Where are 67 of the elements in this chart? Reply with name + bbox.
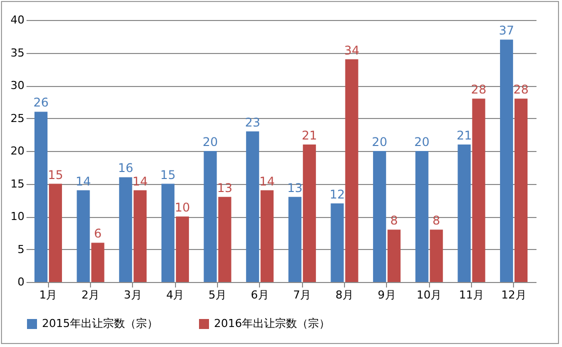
bar bbox=[76, 190, 90, 282]
bar bbox=[34, 112, 48, 282]
x-tick-label: 4月 bbox=[166, 288, 184, 302]
x-tick-label: 5月 bbox=[208, 288, 227, 302]
data-label: 13 bbox=[287, 180, 303, 195]
legend-label: 2015年出让宗数（宗） bbox=[42, 317, 158, 330]
bar bbox=[260, 190, 274, 282]
bar bbox=[500, 40, 514, 282]
data-label: 37 bbox=[498, 24, 514, 38]
bar bbox=[415, 151, 428, 282]
y-tick-label: 35 bbox=[10, 46, 24, 60]
bar bbox=[330, 203, 344, 282]
x-tick-label: 6月 bbox=[250, 288, 269, 302]
bar bbox=[514, 98, 528, 282]
x-tick-label: 12月 bbox=[501, 288, 526, 302]
data-label: 23 bbox=[244, 115, 260, 130]
y-tick-label: 30 bbox=[10, 79, 24, 92]
x-tick-label: 8月 bbox=[335, 288, 354, 302]
data-label: 15 bbox=[160, 168, 176, 182]
data-label: 6 bbox=[94, 226, 102, 241]
bar bbox=[218, 196, 232, 282]
bar bbox=[458, 144, 471, 282]
y-tick-label: 25 bbox=[10, 112, 24, 125]
y-tick-label: 5 bbox=[18, 242, 24, 256]
bar bbox=[302, 144, 316, 282]
data-label: 26 bbox=[33, 96, 49, 110]
data-label: 20 bbox=[372, 135, 388, 149]
data-label: 20 bbox=[414, 135, 430, 149]
x-tick-label: 9月 bbox=[378, 288, 396, 302]
bar bbox=[91, 242, 104, 282]
data-label: 8 bbox=[432, 214, 440, 228]
bar bbox=[430, 230, 443, 282]
data-label: 12 bbox=[330, 187, 345, 202]
x-tick-label: 3月 bbox=[124, 288, 142, 302]
bar bbox=[345, 59, 358, 282]
x-tick-label: 1月 bbox=[39, 288, 58, 302]
data-label: 21 bbox=[456, 128, 472, 142]
bar bbox=[119, 177, 132, 282]
bar bbox=[176, 216, 189, 282]
y-tick-label: 20 bbox=[10, 144, 24, 158]
y-tick-label: 0 bbox=[18, 276, 24, 288]
data-label: 28 bbox=[513, 82, 529, 97]
data-label: 13 bbox=[217, 180, 232, 195]
y-tick-label: 15 bbox=[10, 177, 24, 190]
data-label: 10 bbox=[174, 200, 190, 214]
bar bbox=[161, 184, 174, 282]
data-label: 8 bbox=[390, 214, 398, 228]
data-label: 28 bbox=[471, 82, 486, 97]
bar bbox=[373, 151, 386, 282]
bar bbox=[288, 196, 302, 282]
data-label: 15 bbox=[48, 168, 64, 182]
data-label: 21 bbox=[302, 128, 318, 142]
x-tick-label: 2月 bbox=[82, 288, 100, 302]
bar bbox=[246, 131, 260, 282]
y-tick-label: 40 bbox=[10, 14, 24, 26]
x-tick-label: 7月 bbox=[293, 288, 312, 302]
x-tick-label: 11月 bbox=[458, 288, 484, 302]
bar bbox=[472, 98, 486, 282]
y-tick-label: 10 bbox=[10, 210, 24, 223]
x-tick-label: 10月 bbox=[416, 288, 442, 302]
bar bbox=[388, 230, 401, 282]
bar bbox=[134, 190, 147, 282]
data-label: 16 bbox=[118, 161, 134, 176]
data-label: 20 bbox=[202, 135, 218, 149]
bar bbox=[204, 151, 217, 282]
legend-label: 2016年出让宗数（宗） bbox=[214, 317, 330, 330]
bar bbox=[48, 184, 62, 282]
